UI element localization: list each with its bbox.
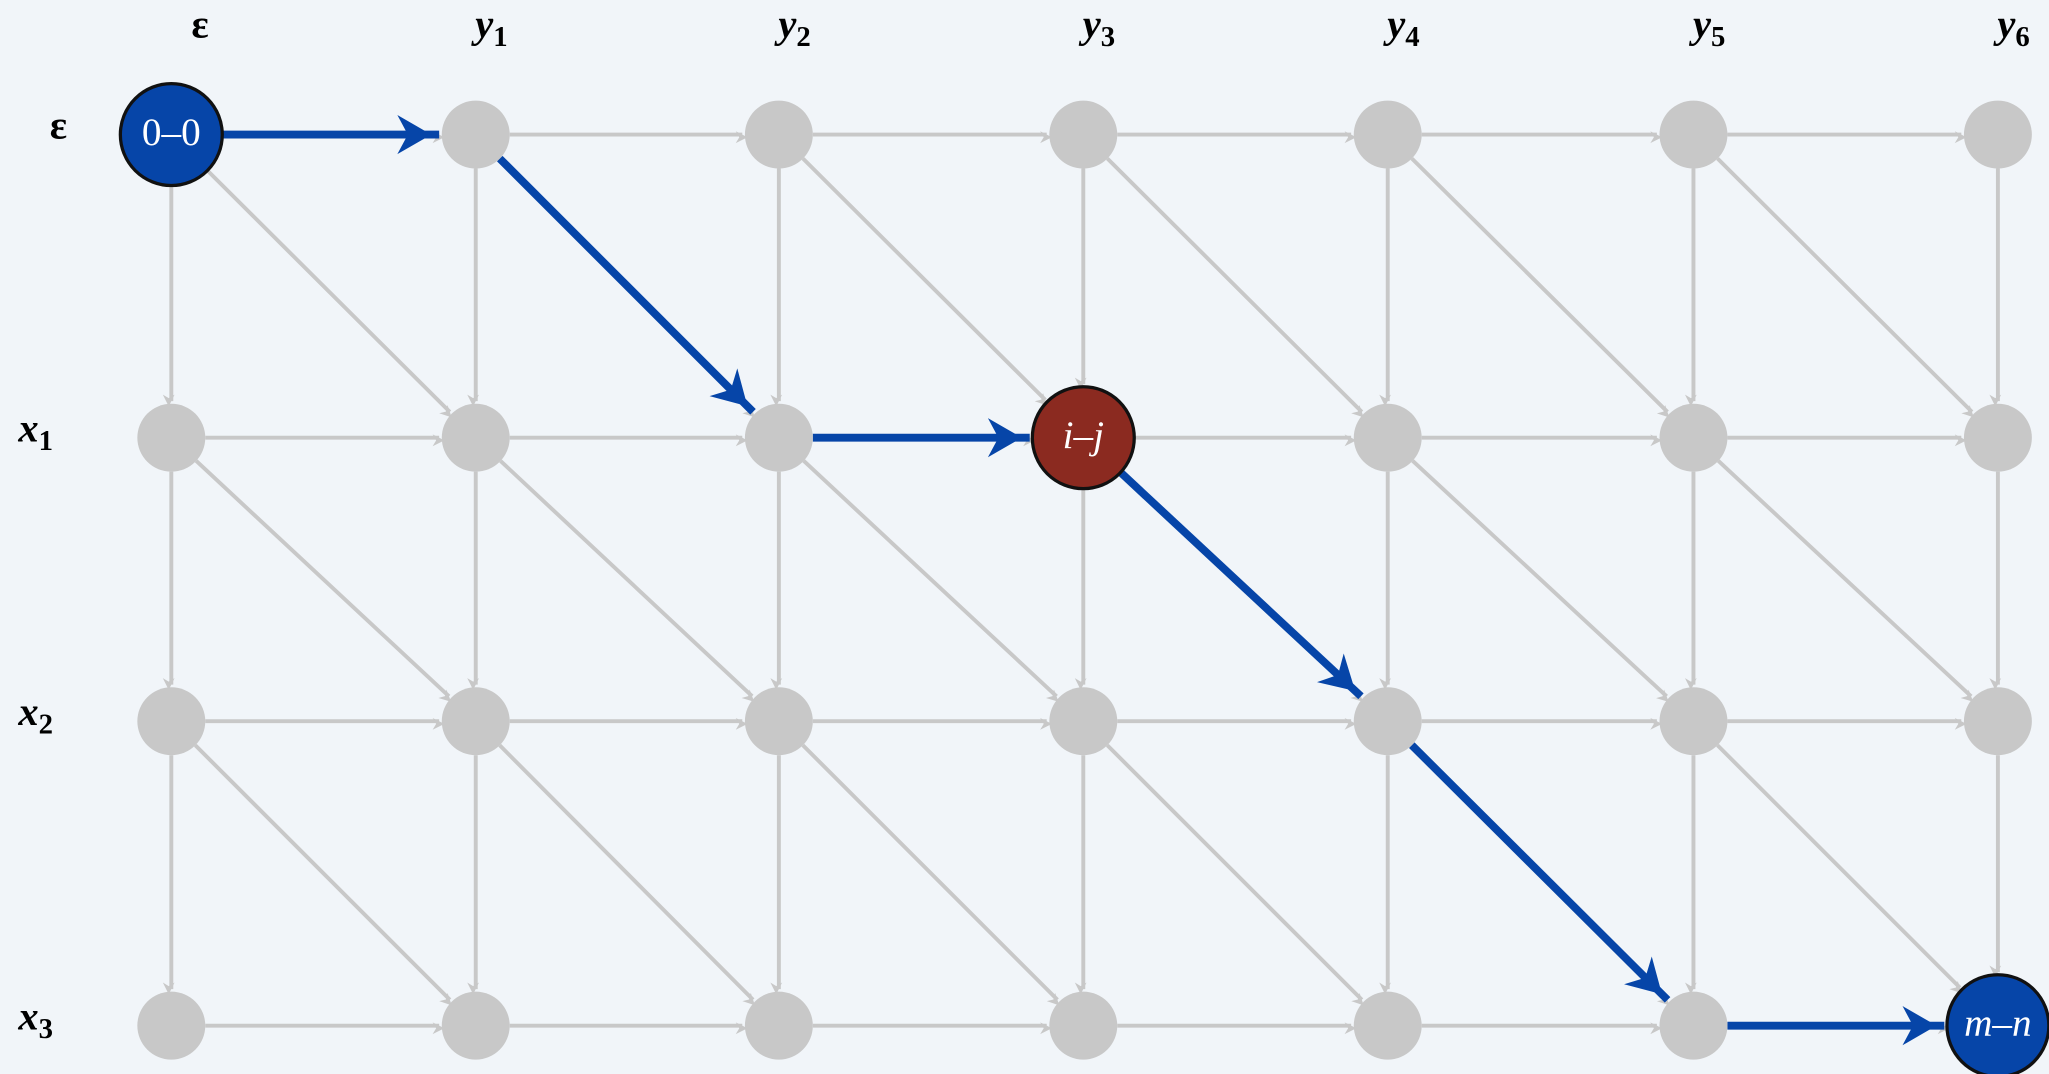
node: [137, 687, 206, 756]
node: [1659, 687, 1728, 756]
axis-label: x2: [17, 689, 53, 740]
node: [1353, 100, 1422, 169]
label-var: ε: [191, 2, 208, 47]
node: [441, 687, 510, 756]
node: [1659, 991, 1728, 1060]
label-sub: 1: [39, 425, 53, 457]
label-var: x: [17, 994, 38, 1039]
edge: [802, 459, 1059, 702]
edge: [193, 743, 452, 1006]
node-current: [1030, 385, 1136, 491]
node-label: i–j: [1063, 414, 1104, 457]
node: [744, 991, 813, 1060]
node: [1353, 991, 1422, 1060]
axis-label: x1: [17, 406, 53, 457]
axis-label: ε: [50, 103, 67, 148]
axis-label: x3: [17, 994, 53, 1045]
node: [744, 687, 813, 756]
node-label: 0–0: [142, 111, 201, 154]
node: [1049, 687, 1118, 756]
axis-label: ε: [191, 2, 208, 47]
label-var: y: [1382, 2, 1406, 47]
path-edge: [1409, 742, 1671, 1003]
node: [744, 100, 813, 169]
node: [744, 403, 813, 472]
node-label: m–n: [1964, 1002, 2032, 1045]
label-var: ε: [50, 103, 67, 148]
edge: [1716, 157, 1974, 418]
node: [137, 403, 206, 472]
node: [137, 991, 206, 1060]
node: [1353, 687, 1422, 756]
label-sub: 3: [39, 1012, 53, 1044]
edge: [1411, 459, 1669, 702]
edge: [499, 459, 755, 702]
edge: [1105, 157, 1364, 418]
node: [1963, 687, 2032, 756]
edge: [801, 157, 1048, 406]
node: [1049, 991, 1118, 1060]
label-sub: 2: [796, 21, 810, 53]
edge: [1716, 459, 1974, 702]
edge: [1716, 743, 1962, 994]
node: [441, 100, 510, 169]
path-edge: [1117, 469, 1364, 700]
node: [441, 991, 510, 1060]
label-var: x: [17, 689, 38, 734]
edge: [801, 743, 1060, 1006]
node-start: [118, 81, 224, 188]
edge: [498, 743, 755, 1006]
axis-label: y4: [1382, 2, 1419, 53]
label-var: y: [773, 2, 797, 47]
node: [1963, 403, 2032, 472]
axis-label: y2: [773, 2, 810, 53]
label-sub: 2: [39, 708, 53, 740]
node: [1963, 100, 2032, 169]
node: [441, 403, 510, 472]
edge: [194, 459, 452, 702]
node: [1659, 100, 1728, 169]
label-sub: 5: [1711, 21, 1725, 53]
label-sub: 6: [2015, 21, 2029, 53]
label-var: y: [470, 2, 494, 47]
node: [1353, 403, 1422, 472]
label-sub: 3: [1101, 21, 1115, 53]
node: [1659, 403, 1728, 472]
edge: [206, 169, 452, 418]
axis-label: y1: [470, 2, 507, 53]
label-var: x: [17, 406, 38, 451]
edge: [1105, 743, 1364, 1006]
edge: [1410, 157, 1670, 418]
label-sub: 1: [493, 21, 507, 53]
path-edge: [496, 155, 756, 415]
alignment-path: [222, 114, 1945, 1046]
axis-label: y6: [1992, 2, 2029, 53]
nodes: 0–0 i–j m–n: [118, 81, 2049, 1074]
label-var: y: [1992, 2, 2016, 47]
node: [1049, 100, 1118, 169]
label-sub: 4: [1405, 21, 1419, 53]
